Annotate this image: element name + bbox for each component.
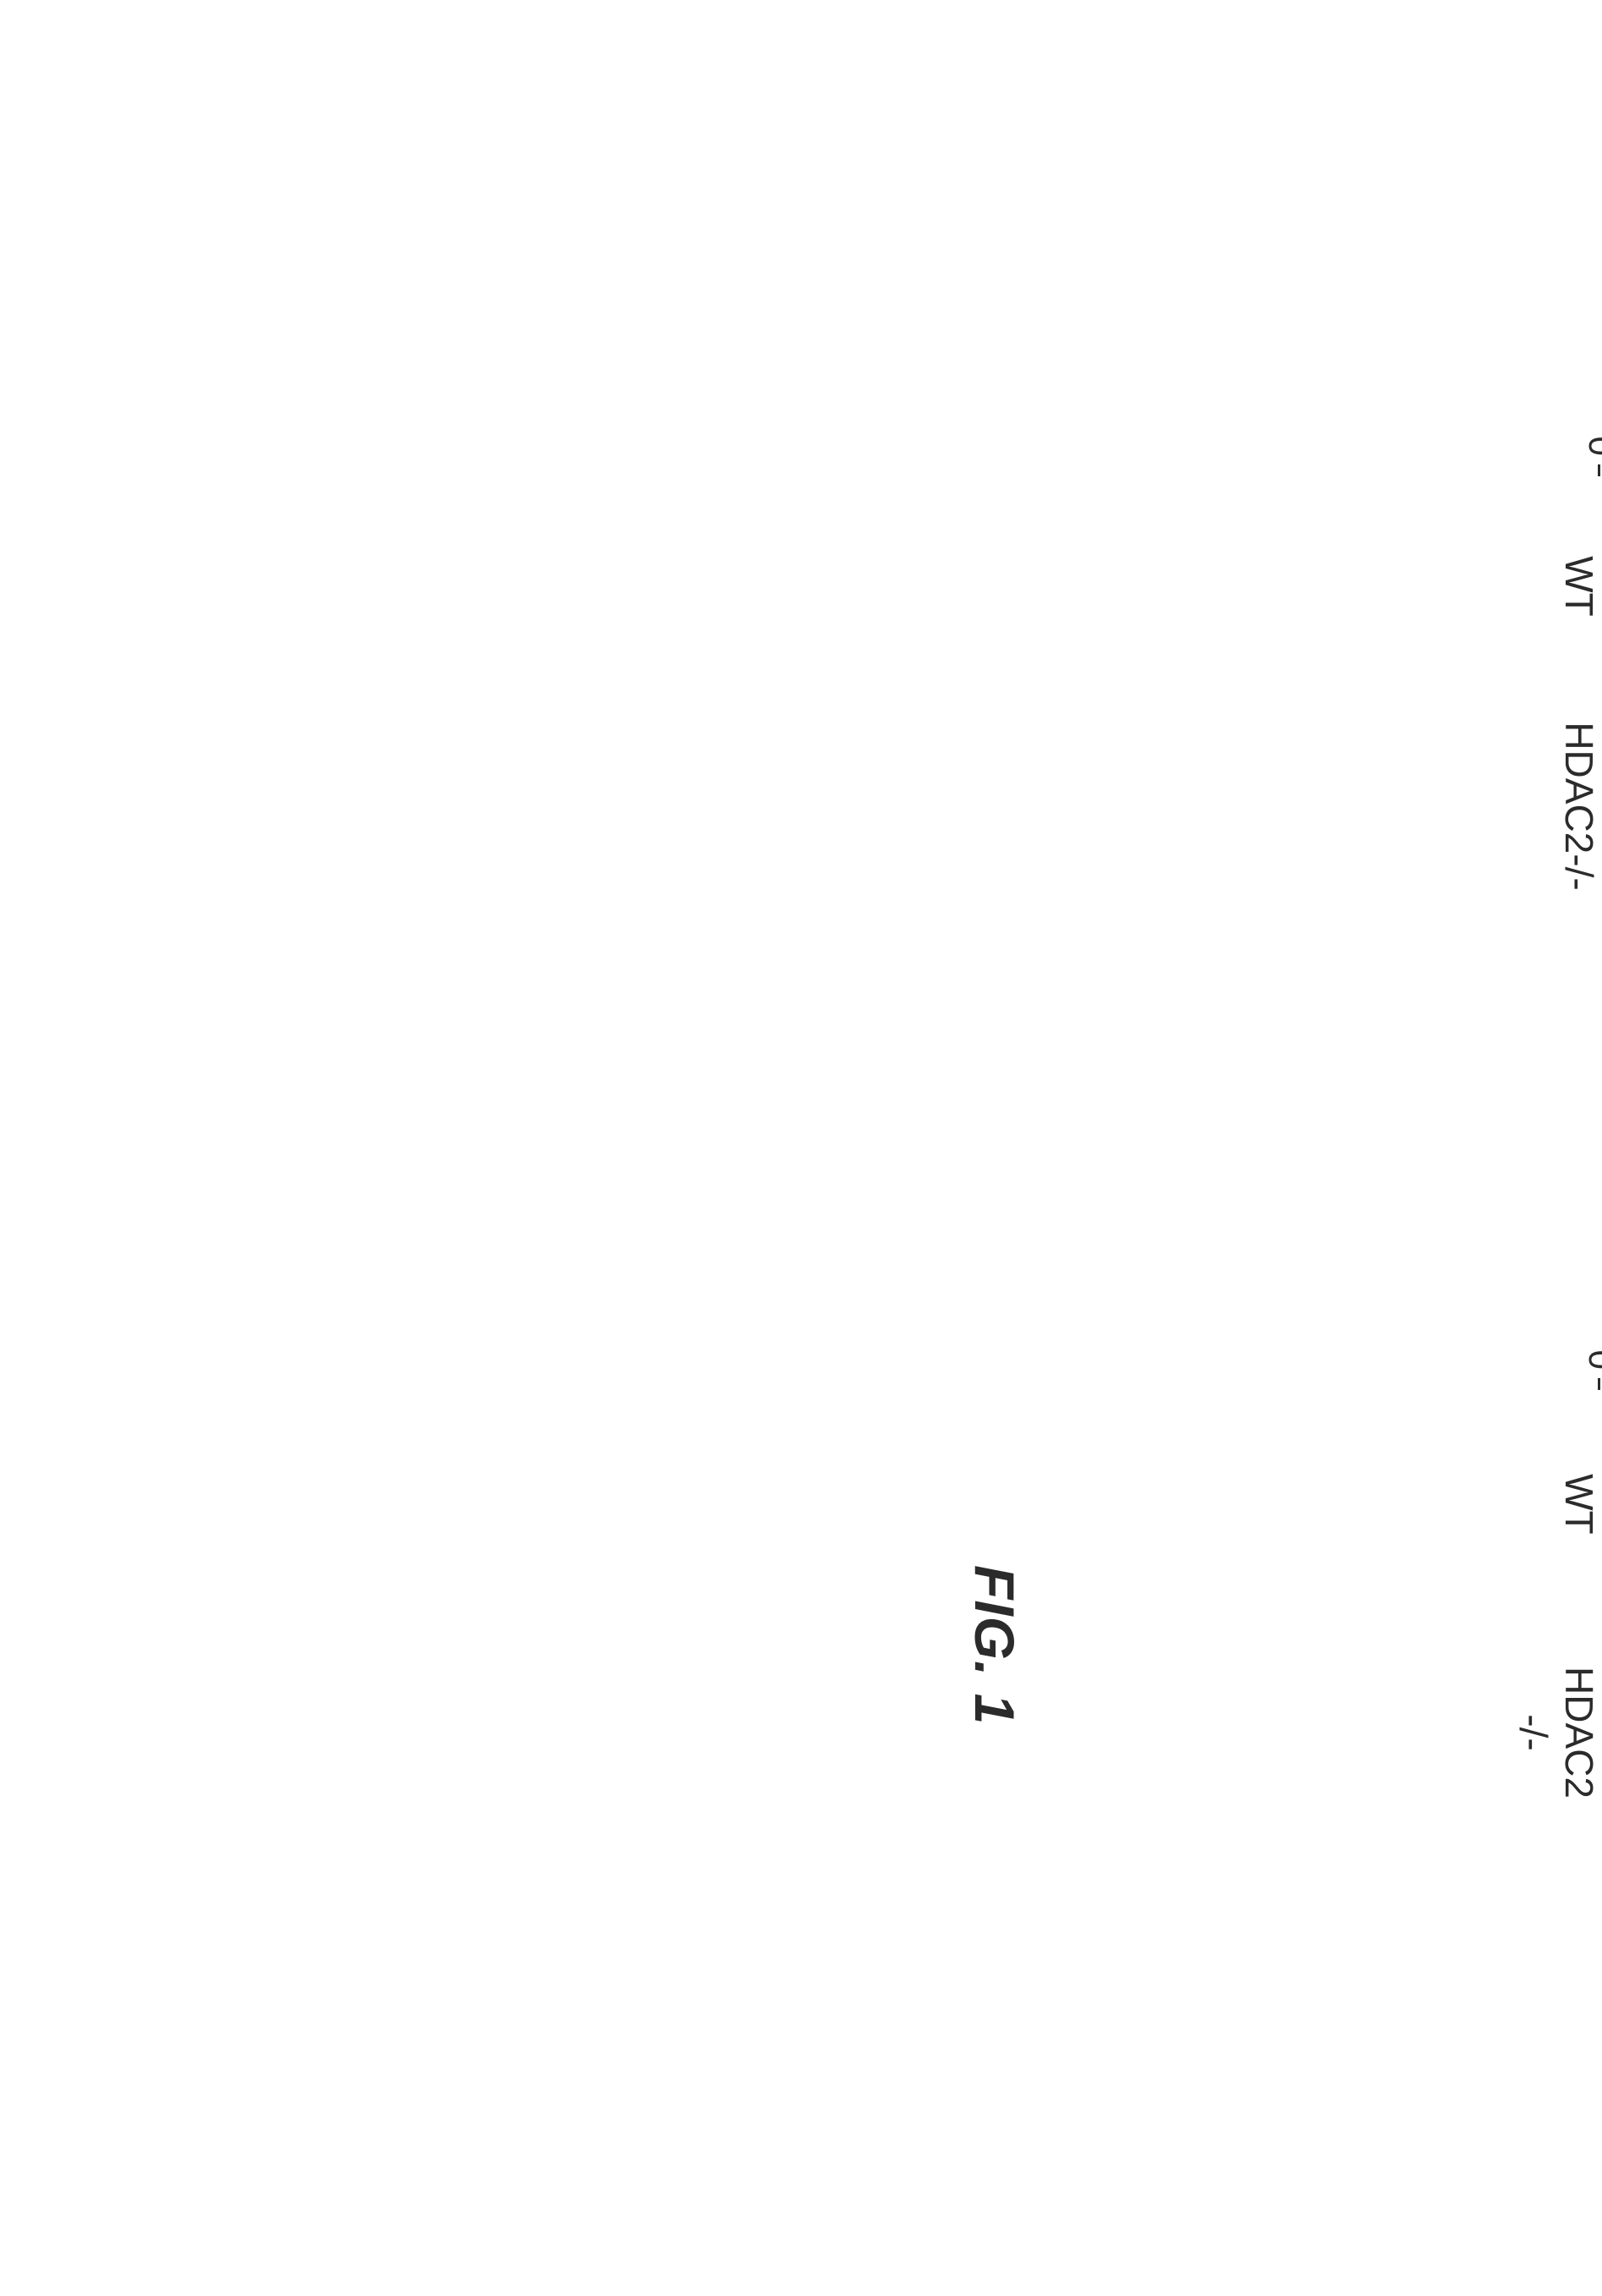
x-tick: HDAC2-/-: [1556, 722, 1602, 890]
x-tick: WT: [1556, 556, 1602, 617]
figure-label: FIG. 1: [963, 1565, 1027, 1725]
x-tick-label: WT: [1556, 556, 1602, 617]
y-tick-mark: [1599, 1378, 1601, 1390]
x-tick-label: HDAC2 -/-: [1511, 1667, 1602, 1799]
x-tick: WT: [1556, 1474, 1602, 1535]
x-tick: HDAC2 -/-: [1511, 1667, 1602, 1799]
y-tick: 0: [1579, 1350, 1602, 1390]
y-tick-label: 0: [1581, 437, 1602, 464]
y-tick: 0: [1579, 437, 1602, 476]
figure-canvas: A 0306090120WTHDAC2-/-****### Total Neut…: [694, 0, 1602, 2296]
x-tick-label: WT: [1556, 1474, 1602, 1535]
y-tick-mark: [1599, 464, 1601, 476]
x-tick-label: HDAC2-/-: [1556, 722, 1602, 890]
y-tick-label: 0: [1581, 1350, 1602, 1378]
